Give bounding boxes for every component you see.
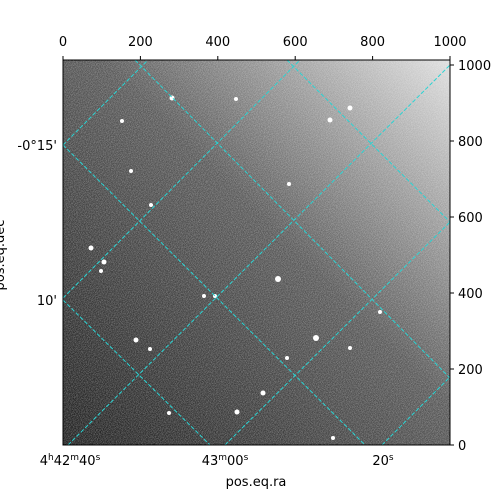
label-number: 43	[202, 454, 219, 469]
label-unit: s	[244, 453, 249, 463]
label-number: 4	[40, 454, 48, 469]
right-tick-label: 1000	[458, 59, 491, 74]
label-number: 40	[79, 454, 96, 469]
label-unit: s	[389, 453, 394, 463]
label-number: 42	[54, 454, 71, 469]
top-tick-label: 0	[59, 35, 67, 50]
left-tick-label: 10'	[37, 294, 57, 309]
label-unit: m	[218, 453, 227, 463]
top-tick-label: 400	[205, 35, 230, 50]
right-tick-label: 600	[458, 211, 483, 226]
right-tick-label: 0	[458, 439, 466, 454]
top-tick-label: 600	[283, 35, 308, 50]
sky-image	[63, 60, 450, 445]
bottom-tick-label: 4h42m40s	[40, 453, 101, 469]
right-tick-label: 400	[458, 287, 483, 302]
right-tick-label: 200	[458, 363, 483, 378]
left-tick-label: -0°15'	[17, 139, 57, 154]
bottom-tick-label: 43m00s	[202, 453, 249, 469]
top-tick-label: 1000	[433, 35, 466, 50]
frame	[62, 59, 451, 446]
label-unit: s	[96, 453, 101, 463]
y-axis-label: pos.eq.dec	[0, 220, 8, 291]
right-tick-label: 800	[458, 135, 483, 150]
label-number: 00	[227, 454, 244, 469]
x-axis-label: pos.eq.ra	[226, 475, 287, 490]
label-unit: m	[70, 453, 79, 463]
label-number: 20	[372, 454, 389, 469]
bottom-tick-label: 20s	[372, 453, 394, 469]
top-tick-label: 200	[128, 35, 153, 50]
label-unit: h	[48, 453, 54, 463]
top-tick-label: 800	[360, 35, 385, 50]
